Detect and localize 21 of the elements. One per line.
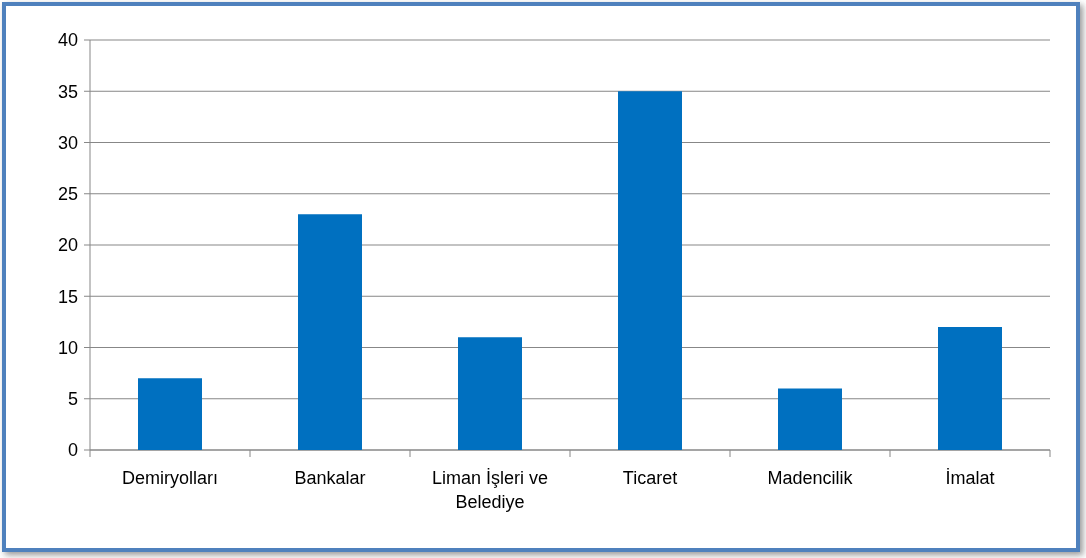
bar <box>138 378 202 450</box>
bar <box>298 214 362 450</box>
x-tick-label: Demiryolları <box>121 468 219 488</box>
bar <box>938 327 1002 450</box>
x-tick-label: Ticaret <box>622 468 678 488</box>
x-tick-label: İmalat <box>945 468 995 488</box>
bar <box>458 337 522 450</box>
y-tick-label: 40 <box>57 30 78 51</box>
bar <box>778 388 842 450</box>
bar <box>618 91 682 450</box>
x-tick-label: Madencilik <box>767 468 854 488</box>
y-tick-label: 15 <box>57 286 78 307</box>
y-tick-label: 5 <box>67 389 78 410</box>
y-tick-label: 20 <box>57 235 78 256</box>
y-tick-label: 30 <box>57 132 78 153</box>
y-tick-label: 25 <box>57 184 78 205</box>
y-tick-label: 10 <box>57 337 78 358</box>
y-tick-label: 35 <box>57 81 78 102</box>
x-tick-label: Liman İşleri ve Belediye <box>431 468 549 512</box>
y-tick-label: 0 <box>67 440 78 461</box>
x-tick-label: Bankalar <box>294 468 366 488</box>
